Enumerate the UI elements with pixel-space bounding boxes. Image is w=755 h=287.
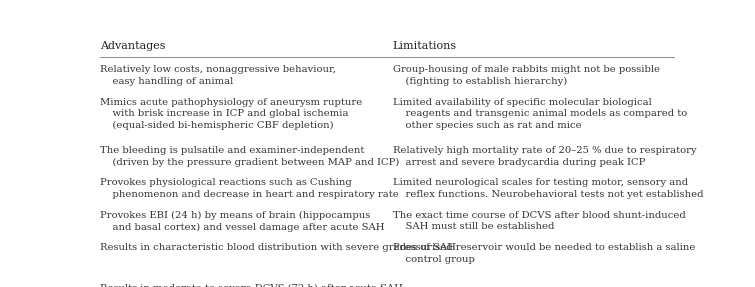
Text: Limitations: Limitations (393, 41, 457, 51)
Text: Relatively high mortality rate of 20–25 % due to respiratory
    arrest and seve: Relatively high mortality rate of 20–25 … (393, 146, 696, 167)
Text: Group-housing of male rabbits might not be possible
    (fighting to establish h: Group-housing of male rabbits might not … (393, 65, 660, 86)
Text: Results in moderate to severe DCVS (72 h) after acute SAH: Results in moderate to severe DCVS (72 h… (100, 283, 403, 287)
Text: Pressurised reservoir would be needed to establish a saline
    control group: Pressurised reservoir would be needed to… (393, 243, 695, 264)
Text: The bleeding is pulsatile and examiner-independent
    (driven by the pressure g: The bleeding is pulsatile and examiner-i… (100, 146, 399, 167)
Text: Limited neurological scales for testing motor, sensory and
    reflex functions.: Limited neurological scales for testing … (393, 178, 704, 199)
Text: Limited availability of specific molecular biological
    reagents and transgeni: Limited availability of specific molecul… (393, 98, 687, 130)
Text: The exact time course of DCVS after blood shunt-induced
    SAH must still be es: The exact time course of DCVS after bloo… (393, 211, 686, 231)
Text: Advantages: Advantages (100, 41, 166, 51)
Text: Mimics acute pathophysiology of aneurysm rupture
    with brisk increase in ICP : Mimics acute pathophysiology of aneurysm… (100, 98, 362, 130)
Text: Results in characteristic blood distribution with severe grades of SAH: Results in characteristic blood distribu… (100, 243, 456, 252)
Text: Provokes physiological reactions such as Cushing
    phenomenon and decrease in : Provokes physiological reactions such as… (100, 178, 399, 199)
Text: Provokes EBI (24 h) by means of brain (hippocampus
    and basal cortex) and ves: Provokes EBI (24 h) by means of brain (h… (100, 211, 385, 232)
Text: Relatively low costs, nonaggressive behaviour,
    easy handling of animal: Relatively low costs, nonaggressive beha… (100, 65, 336, 86)
